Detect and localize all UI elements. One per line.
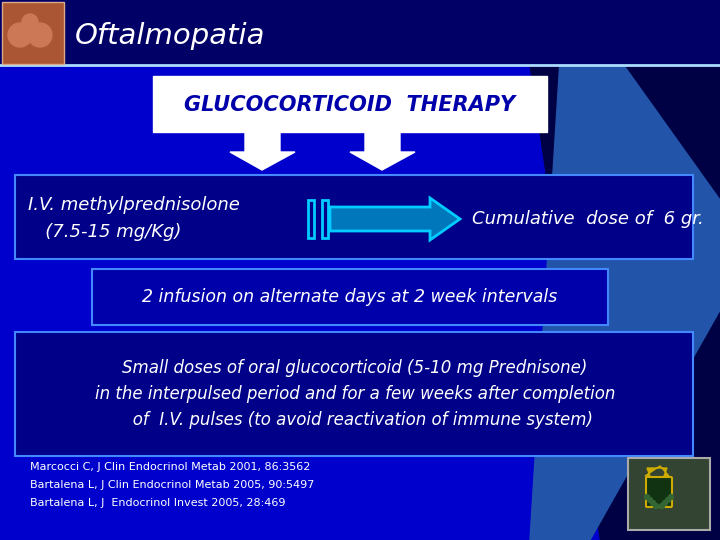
FancyBboxPatch shape	[153, 76, 547, 132]
Circle shape	[668, 495, 673, 500]
Text: Cumulative  dose of  6 gr.: Cumulative dose of 6 gr.	[472, 210, 703, 228]
FancyBboxPatch shape	[628, 458, 710, 530]
Polygon shape	[230, 130, 295, 170]
Text: GLUCOCORTICOID  THERAPY: GLUCOCORTICOID THERAPY	[184, 95, 516, 115]
Circle shape	[647, 497, 652, 503]
Circle shape	[28, 23, 52, 47]
Polygon shape	[530, 60, 720, 540]
FancyBboxPatch shape	[2, 2, 64, 64]
Circle shape	[665, 497, 670, 503]
Circle shape	[22, 14, 38, 30]
Circle shape	[654, 503, 659, 509]
Text: in the interpulsed period and for a few weeks after completion: in the interpulsed period and for a few …	[95, 385, 615, 403]
Text: (7.5-15 mg/Kg): (7.5-15 mg/Kg)	[28, 223, 181, 241]
Text: Bartalena L, J  Endocrinol Invest 2005, 28:469: Bartalena L, J Endocrinol Invest 2005, 2…	[30, 498, 286, 508]
Polygon shape	[645, 466, 669, 476]
FancyBboxPatch shape	[15, 332, 693, 456]
Text: Marcocci C, J Clin Endocrinol Metab 2001, 86:3562: Marcocci C, J Clin Endocrinol Metab 2001…	[30, 462, 310, 472]
Text: Oftalmopatia: Oftalmopatia	[75, 22, 266, 50]
FancyBboxPatch shape	[646, 477, 672, 507]
Polygon shape	[520, 0, 720, 540]
Circle shape	[644, 495, 649, 500]
Circle shape	[660, 503, 665, 509]
FancyBboxPatch shape	[15, 175, 693, 259]
Text: I.V. methylprednisolone: I.V. methylprednisolone	[28, 196, 240, 214]
Polygon shape	[350, 130, 415, 170]
Polygon shape	[330, 198, 460, 240]
Text: Bartalena L, J Clin Endocrinol Metab 2005, 90:5497: Bartalena L, J Clin Endocrinol Metab 200…	[30, 480, 315, 490]
Circle shape	[662, 501, 667, 505]
Text: Small doses of oral glucocorticoid (5-10 mg Prednisone): Small doses of oral glucocorticoid (5-10…	[122, 359, 588, 377]
Text: of  I.V. pulses (to avoid reactivation of immune system): of I.V. pulses (to avoid reactivation of…	[117, 411, 593, 429]
Circle shape	[8, 23, 32, 47]
FancyBboxPatch shape	[0, 0, 720, 65]
Text: 2 infusion on alternate days at 2 week intervals: 2 infusion on alternate days at 2 week i…	[143, 288, 557, 306]
Circle shape	[650, 501, 655, 505]
FancyBboxPatch shape	[92, 269, 608, 325]
